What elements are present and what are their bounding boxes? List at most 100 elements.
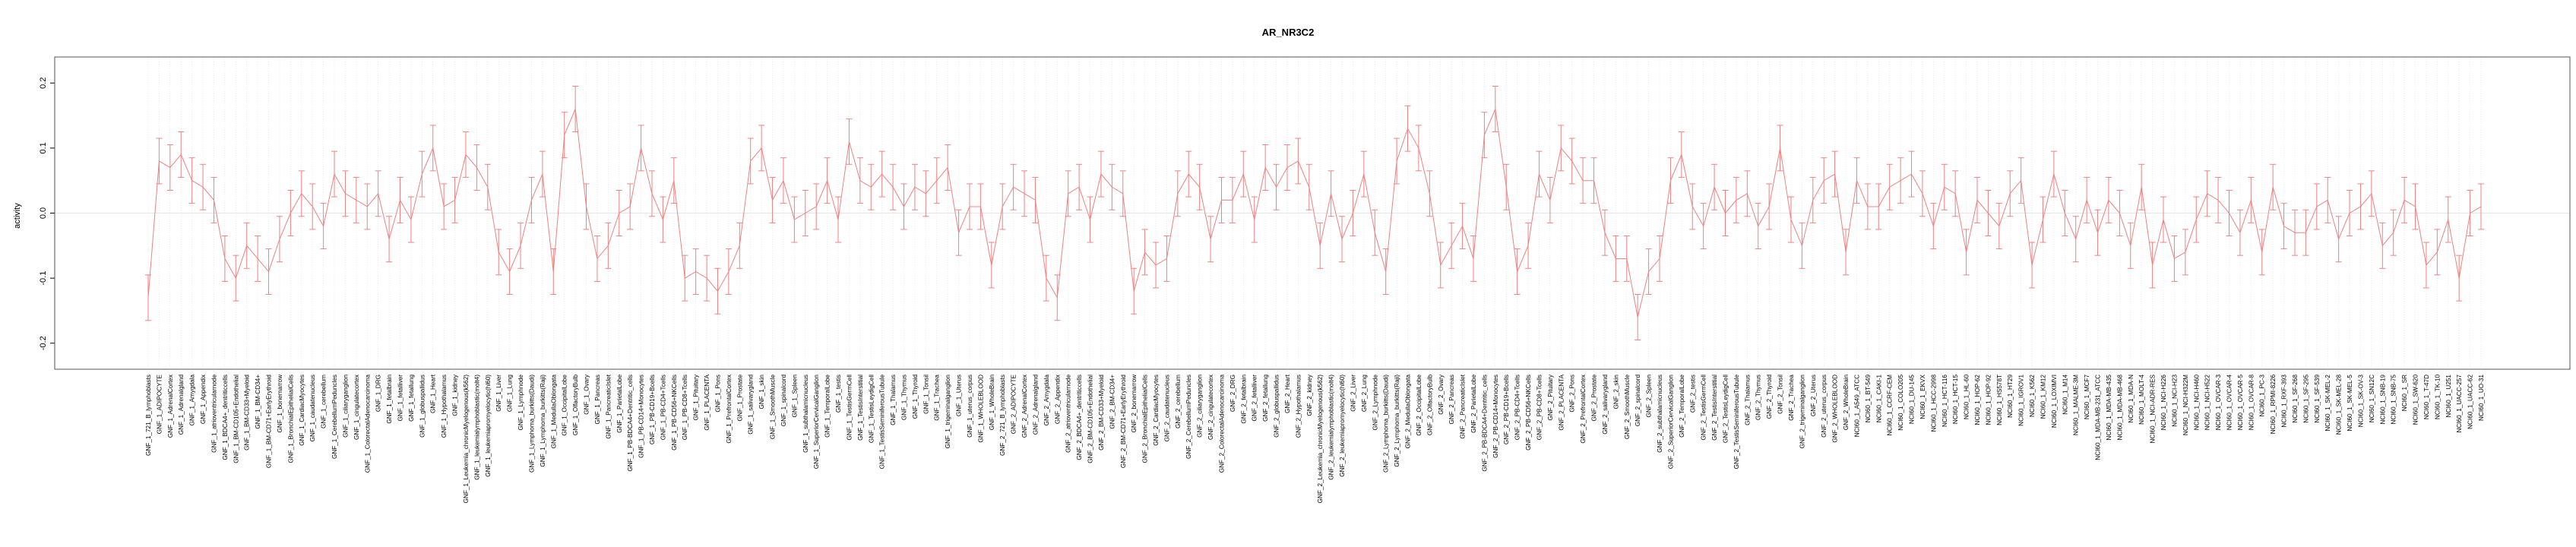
x-tick-label: GNF_2_CardiacMyocytes bbox=[1153, 375, 1160, 446]
x-tick-label: NCI60_1_SR bbox=[2401, 375, 2408, 411]
x-tick-label: GNF_1_skin bbox=[758, 375, 765, 409]
x-tick-label: GNF_2_Ovary bbox=[1438, 374, 1445, 415]
x-tick-label: GNF_1_WHOLEBLOOD bbox=[977, 375, 984, 443]
x-tick-label: GNF_1_salivarygland bbox=[748, 375, 755, 435]
x-tick-label: NCI60_1_SNB-19 bbox=[2379, 375, 2386, 425]
x-tick-label: GNF_2_TemporalLobe bbox=[1679, 375, 1685, 438]
x-tick-label: GNF_2_WholeBrain bbox=[1843, 375, 1850, 431]
x-tick-label: GNF_2_Lymphnode bbox=[1372, 375, 1378, 431]
x-tick-label: GNF_2_OccipitalLobe bbox=[1416, 375, 1422, 436]
x-tick-label: GNF_1_bonemarrow bbox=[277, 375, 283, 433]
x-tick-label: GNF_2_Liver bbox=[1350, 375, 1356, 412]
y-tick-label: 0.1 bbox=[39, 142, 48, 153]
x-tick-label: GNF_1_WholeBrain bbox=[989, 375, 995, 431]
x-tick-label: GNF_1_DRG bbox=[375, 375, 382, 412]
x-tick-label: GNF_2_ParietalLobe bbox=[1470, 375, 1477, 433]
vertical-grid bbox=[147, 57, 2482, 369]
error-bar bbox=[145, 274, 151, 321]
x-tick-label: GNF_2_TestisLeydigCell bbox=[1722, 375, 1729, 443]
x-tick-label: GNF_2_AdrenalCortex bbox=[1021, 375, 1028, 438]
x-tick-label: GNF_2_Hypothalamus bbox=[1295, 375, 1302, 438]
x-tick-label: GNF_1_BronchialEpithelialCells bbox=[287, 375, 294, 463]
x-tick-label: NCI60_1_MCF7 bbox=[2084, 375, 2090, 420]
plot-frame bbox=[54, 56, 2571, 370]
x-tick-label: GNF_1_BM-CD34+ bbox=[255, 375, 261, 429]
x-tick-label: GNF_2_fetalliver bbox=[1252, 375, 1258, 422]
x-tick-label: NCI60_1_NCI-H460 bbox=[2193, 375, 2200, 431]
x-tick-label: GNF_1_TestisInterstitial bbox=[857, 375, 864, 441]
x-tick-label: GNF_1_Hypothalamus bbox=[441, 375, 448, 438]
x-tick-label: GNF_1_721_B_lymphoblasts bbox=[145, 375, 152, 456]
x-tick-label: GNF_2_subthalamicnucleus bbox=[1657, 375, 1663, 453]
x-tick-label: GNF_2_BM-CD105+Endothelial bbox=[1087, 375, 1094, 463]
x-tick-label: GNF_1_cingulatecortex bbox=[353, 375, 360, 440]
x-tick-label: NCI60_1_EKVX bbox=[1919, 374, 1926, 419]
x-tick-label: GNF_2_PB-CD4+Tcells bbox=[1514, 375, 1521, 440]
x-tick-label: GNF_1_PLACENTA bbox=[704, 374, 710, 430]
x-tick-label: GNF_1_CardiacMyocytes bbox=[299, 375, 305, 446]
x-tick-label: GNF_2_BM-CD34+ bbox=[1109, 375, 1116, 429]
x-tick-label: GNF_1_TemporalLobe bbox=[824, 375, 831, 438]
x-tick-label: GNF_1_subthalamicnucleus bbox=[802, 375, 809, 453]
x-tick-label: NCI60_1_UACC-62 bbox=[2467, 375, 2474, 429]
x-tick-label: NCI60_1_HL-60 bbox=[1964, 375, 1970, 420]
x-tick-label: GNF_2_uterus_corpus bbox=[1821, 375, 1828, 438]
x-tick-label: GNF_1_TestisSeminiferousTubule bbox=[879, 375, 886, 470]
x-tick-label: NCI60_1_DU-145 bbox=[1909, 375, 1916, 425]
x-tick-label: GNF_1_leukemiapromyelocytic(hl60) bbox=[485, 375, 492, 477]
x-tick-label: GNF_1_Uterus bbox=[956, 375, 963, 416]
x-tick-label: GNF_2_Adrenalgland bbox=[1032, 375, 1039, 435]
x-tick-label: GNF_2_WHOLEBLOOD bbox=[1832, 375, 1839, 443]
x-tick-label: GNF_1_trigeminalganglion bbox=[945, 375, 951, 449]
x-tick-label: GNF_2_atrioventricularnode bbox=[1065, 375, 1072, 453]
x-tick-label: GNF_2_leukemialymphoblastic(molt4) bbox=[1328, 375, 1335, 480]
x-tick-label: NCI60_1_RPMI-8226 bbox=[2270, 375, 2277, 435]
x-tick-label: GNF_1_Spleen bbox=[791, 375, 798, 418]
x-tick-label: GNF_2_Thyroid bbox=[1766, 375, 1773, 419]
x-tick-label: GNF_2_Tonsil bbox=[1777, 375, 1784, 414]
x-tick-label: NCI60_1_OVCAR-3 bbox=[2215, 375, 2222, 431]
x-tick-label: NCI60_1_UACC-257 bbox=[2456, 375, 2463, 433]
x-tick-label: GNF_1_Thymus bbox=[901, 375, 908, 420]
x-tick-label: GNF_1_PB-CD19+Bcells bbox=[649, 375, 656, 444]
x-tick-label: GNF_2_BronchialEpithelialCells bbox=[1142, 375, 1149, 463]
x-tick-label: GNF_1_globuspallidus bbox=[419, 375, 426, 438]
x-tick-label: GNF_2_SmoothMuscle bbox=[1624, 375, 1631, 440]
x-tick-label: GNF_1_ParietalLobe bbox=[616, 375, 623, 433]
x-tick-label: GNF_1_PrefrontalCortex bbox=[726, 375, 733, 444]
x-tick-label: GNF_1_Lymphoma_burkitts(Raji) bbox=[540, 375, 546, 467]
x-tick-label: GNF_2_TestisSeminiferousTubule bbox=[1733, 375, 1740, 470]
x-tick-label: GNF_1_Thyroid bbox=[912, 375, 919, 419]
x-tick-label: NCI60_1_NCI-H322M bbox=[2182, 375, 2189, 435]
x-tick-label: GNF_1_Pancreas bbox=[594, 375, 601, 425]
x-tick-label: NCI60_1_HOP-62 bbox=[1974, 375, 1981, 425]
x-tick-label: NCI60_1_PC-3 bbox=[2259, 375, 2266, 417]
x-tick-label: GNF_2_Lung bbox=[1361, 375, 1368, 413]
x-tick-label: GNF_1_caudatenucleus bbox=[309, 375, 316, 441]
x-tick-label: GNF_2_caudatenucleus bbox=[1163, 375, 1170, 441]
x-tick-label: NCI60_1_RXF-393 bbox=[2281, 375, 2288, 428]
x-tick-label: NCI60_1_SK-MEL-2 bbox=[2324, 375, 2331, 432]
x-tick-label: GNF_1_Appendix bbox=[200, 375, 207, 424]
x-tick-label: GNF_2_Pituitary bbox=[1547, 374, 1554, 420]
x-tick-label: GNF_1_uterus_corpus bbox=[967, 375, 973, 438]
x-tick-label: GNF_2_Heart bbox=[1284, 374, 1291, 413]
x-tick-label: GNF_1_PB-CD14+Monocytes bbox=[638, 375, 645, 458]
x-tick-label: NCI60_1_NCI-H522 bbox=[2204, 375, 2211, 431]
x-tick-label: GNF_1_cerebellum bbox=[321, 375, 328, 428]
x-tick-label: NCI60_1_IGROV1 bbox=[2018, 375, 2025, 426]
x-tick-label: GNF_2_PB-BDCA4+Dentritic_cells bbox=[1481, 375, 1488, 472]
x-tick-label: NCI60_1_SK-OV-3 bbox=[2357, 375, 2364, 428]
x-tick-label: GNF_1_BM-CD71+EarlyErythroid bbox=[266, 375, 273, 469]
x-tick-label: GNF_1_BM-CD33+Myeloid bbox=[244, 375, 251, 451]
x-tick-label: GNF_2_BDCA4+_dentriticcells bbox=[1076, 375, 1083, 460]
x-tick-label: GNF_2_fetalbrain bbox=[1240, 375, 1247, 424]
x-tick-label: NCI60_1_OVCAR-8 bbox=[2248, 375, 2255, 431]
x-tick-label: GNF_1_PB-BDCA4+Dentritic_cells bbox=[627, 375, 634, 472]
x-tick-label: GNF_2_PB-CD8+Tcells bbox=[1536, 375, 1543, 440]
x-tick-label: GNF_1_Adrenalgland bbox=[178, 375, 185, 435]
x-tick-label: GNF_2_PrefrontalCortex bbox=[1580, 375, 1587, 444]
x-tick-label: GNF_2_Prostate bbox=[1591, 375, 1598, 422]
x-tick-label: GNF_2_cerebellum bbox=[1175, 375, 1182, 428]
x-tick-label: GNF_2_Pons bbox=[1569, 375, 1576, 413]
